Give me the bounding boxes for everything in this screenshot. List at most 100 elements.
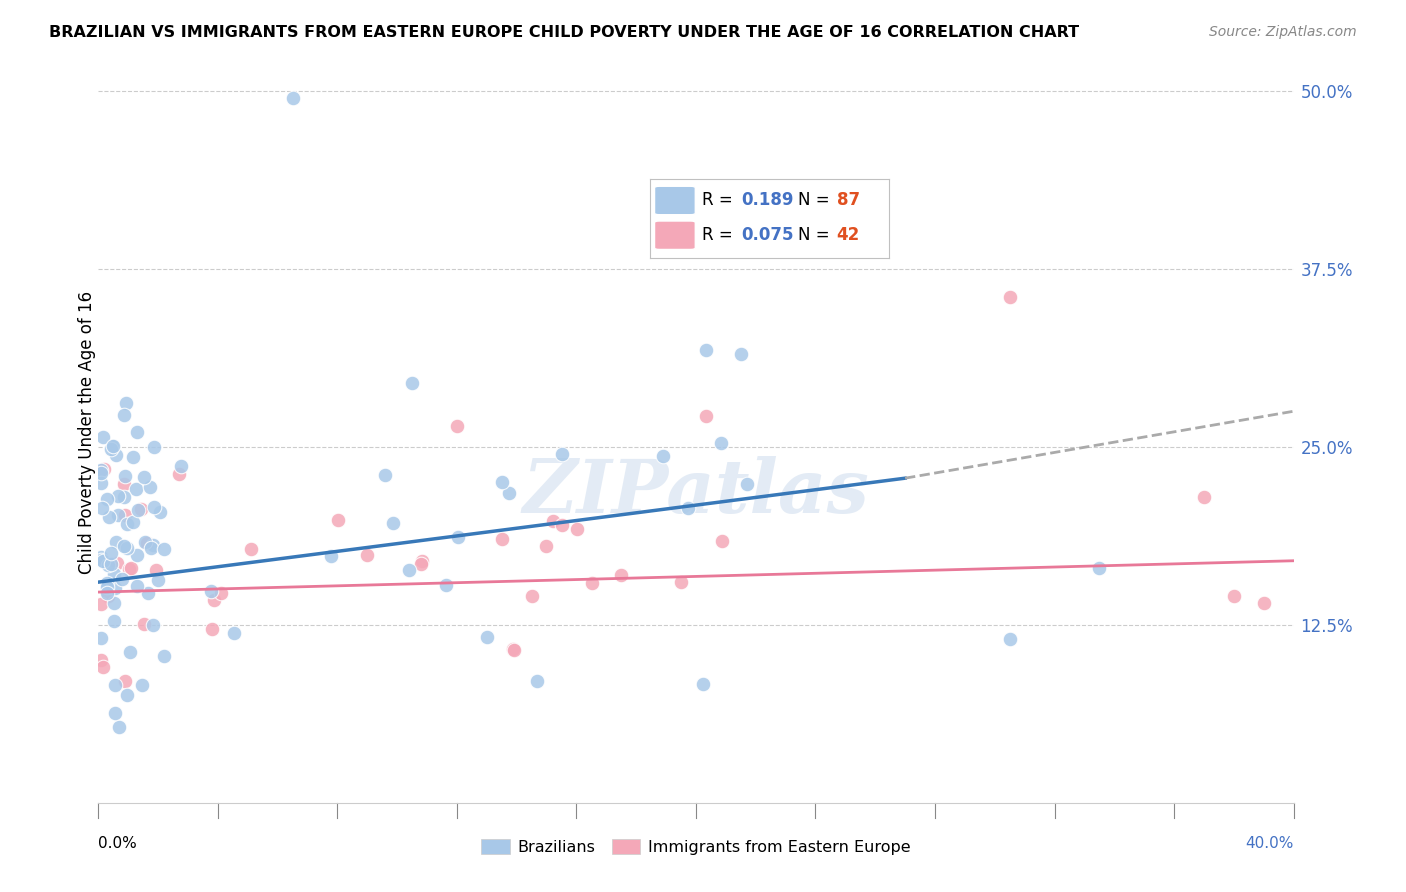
Point <box>491 533 513 547</box>
Point <box>1088 561 1111 575</box>
Point <box>1192 490 1215 504</box>
Text: 40.0%: 40.0% <box>1246 836 1294 851</box>
Point <box>581 575 603 590</box>
Point <box>91 554 114 568</box>
Point <box>104 678 127 692</box>
Point <box>97 510 120 524</box>
Point <box>90 463 112 477</box>
Point <box>97 558 120 572</box>
Point <box>111 573 134 587</box>
Point <box>127 425 149 439</box>
Point <box>398 562 420 576</box>
Point <box>138 480 160 494</box>
Point <box>146 573 169 587</box>
Point <box>125 482 148 496</box>
Point <box>142 538 165 552</box>
Point <box>167 467 190 482</box>
Point <box>145 563 167 577</box>
Point <box>401 376 423 390</box>
Point <box>96 492 118 507</box>
Point <box>132 470 155 484</box>
Point <box>90 549 112 564</box>
Point <box>103 596 125 610</box>
Point <box>96 576 118 591</box>
Point <box>90 597 112 611</box>
FancyBboxPatch shape <box>655 186 696 215</box>
Point <box>498 486 520 500</box>
Point <box>541 514 564 528</box>
Point <box>550 447 572 461</box>
Point <box>382 516 405 530</box>
Point <box>502 643 524 657</box>
Point <box>100 442 122 456</box>
Point <box>107 720 129 734</box>
Point <box>1253 597 1275 611</box>
Point <box>669 575 692 590</box>
Point <box>136 585 159 599</box>
Point <box>222 625 245 640</box>
Point <box>550 518 572 533</box>
Text: 87: 87 <box>837 192 860 210</box>
Point <box>134 534 156 549</box>
Point <box>97 589 120 603</box>
Text: ZIPatlas: ZIPatlas <box>523 456 869 528</box>
Point <box>112 491 135 505</box>
Point <box>730 347 752 361</box>
Text: 42: 42 <box>837 227 860 244</box>
Point <box>201 622 224 636</box>
Point <box>475 630 498 644</box>
Point <box>139 541 162 555</box>
Point <box>710 435 733 450</box>
Point <box>534 539 557 553</box>
Point <box>107 490 129 504</box>
Point <box>122 516 145 530</box>
Legend: Brazilians, Immigrants from Eastern Europe: Brazilians, Immigrants from Eastern Euro… <box>475 833 917 862</box>
Point <box>115 688 138 702</box>
Point <box>90 552 112 566</box>
Point <box>107 508 129 523</box>
Point <box>90 632 112 646</box>
Point <box>90 500 112 515</box>
Point <box>122 450 145 464</box>
Point <box>326 513 349 527</box>
Point <box>112 539 135 553</box>
Point <box>998 632 1021 646</box>
Y-axis label: Child Poverty Under the Age of 16: Child Poverty Under the Age of 16 <box>79 291 96 574</box>
Point <box>100 547 122 561</box>
Point <box>120 561 142 575</box>
Point <box>96 585 118 599</box>
Point <box>567 522 589 536</box>
Point <box>114 468 136 483</box>
Point <box>446 530 468 544</box>
Point <box>149 505 172 519</box>
Text: R =: R = <box>703 227 734 244</box>
Point <box>104 534 127 549</box>
Point <box>321 549 343 564</box>
Point <box>115 541 138 555</box>
Point <box>142 617 165 632</box>
Point <box>91 659 114 673</box>
Point <box>132 616 155 631</box>
Point <box>209 586 232 600</box>
Point <box>446 418 468 433</box>
Point <box>652 450 675 464</box>
Point <box>105 556 128 570</box>
Point <box>103 566 125 581</box>
Point <box>115 395 138 409</box>
Point <box>104 581 127 595</box>
Point <box>90 475 112 490</box>
Point <box>735 477 758 491</box>
Point <box>129 501 152 516</box>
Point <box>118 562 141 576</box>
Point <box>142 500 165 515</box>
Point <box>434 578 457 592</box>
Point <box>711 534 734 549</box>
Text: N =: N = <box>799 192 830 210</box>
Point <box>200 584 222 599</box>
Point <box>127 502 149 516</box>
Text: R =: R = <box>703 192 734 210</box>
Point <box>281 91 304 105</box>
Point <box>114 673 136 688</box>
Point <box>239 541 262 556</box>
Point <box>202 592 225 607</box>
